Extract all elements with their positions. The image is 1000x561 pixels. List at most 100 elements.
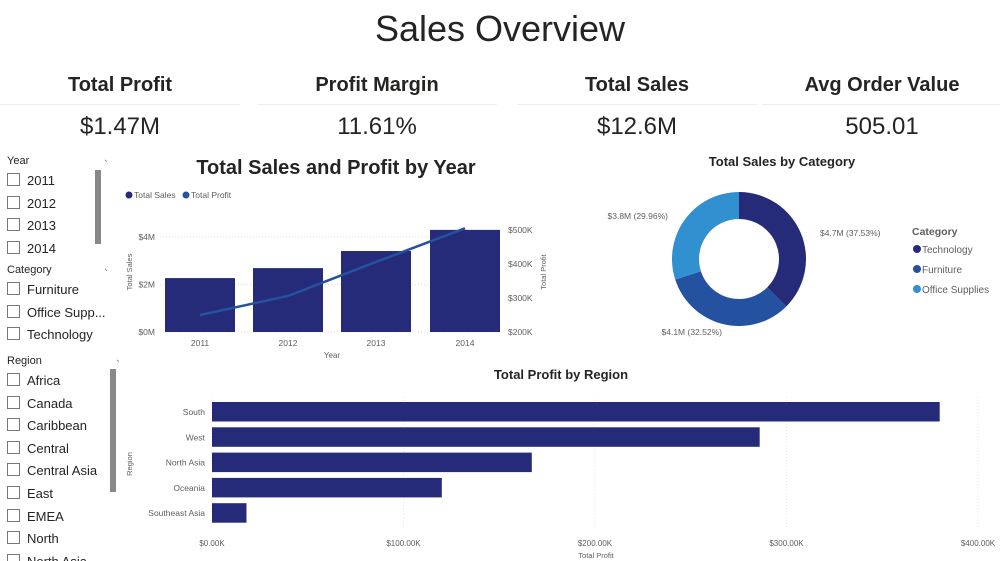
slicer-item[interactable]: Canada (7, 393, 119, 416)
slicer-item-label: Caribbean (27, 418, 87, 434)
slicer-item-label: Office Supp... (27, 304, 106, 320)
slicer-item[interactable]: EMEA (7, 506, 119, 529)
slicer-item[interactable]: Technology (7, 324, 107, 347)
slicer-item-label: 2011 (27, 173, 55, 188)
checkbox[interactable] (7, 440, 20, 454)
checkbox[interactable] (7, 218, 20, 232)
slicer-item-label: Technology (27, 327, 93, 343)
year-slicer-header[interactable]: Year ⌄ (7, 152, 107, 170)
category-slicer: Category ⌄ Furniture Office Supp... Technolo… (7, 261, 107, 349)
slicer-item[interactable]: Africa (7, 370, 119, 393)
slicer-item[interactable]: Caribbean (7, 415, 119, 438)
checkbox[interactable] (7, 282, 20, 295)
slicer-item-label: 2014 (27, 240, 56, 256)
checkbox[interactable] (7, 195, 20, 209)
bar-total-sales (430, 229, 500, 332)
y2-tick-label: $200K (508, 327, 533, 337)
slicer-item-label: EMEA (27, 508, 64, 524)
donut-slice-furniture (675, 271, 787, 326)
slicer-item[interactable]: Office Supp... (7, 302, 107, 325)
slicer-item-label: Central Asia (27, 463, 98, 479)
slicer-item[interactable]: North Asia (7, 551, 119, 561)
checkbox[interactable] (7, 531, 20, 545)
kpi-total-sales: Total Sales $12.6M (517, 68, 757, 141)
slicer-item-label: 2012 (27, 195, 56, 211)
chevron-down-icon[interactable]: ⌄ (102, 263, 107, 274)
donut-slice-technology (739, 192, 806, 307)
legend-title: Category (912, 226, 958, 238)
chevron-down-icon[interactable]: ⌄ (102, 154, 107, 165)
checkbox[interactable] (7, 327, 20, 341)
legend-marker (913, 245, 921, 253)
checkbox[interactable] (7, 418, 20, 432)
y-tick-label: North Asia (166, 458, 205, 468)
checkbox[interactable] (7, 508, 20, 522)
x-tick-label: 2011 (191, 338, 210, 348)
checkbox[interactable] (7, 240, 20, 254)
region-slicer-header[interactable]: Region ⌄ (7, 352, 119, 370)
bar-region (212, 402, 940, 422)
y2-tick-label: $400K (508, 259, 533, 269)
slicer-item-label: Furniture (27, 282, 80, 297)
y-tick-label: Oceania (173, 483, 205, 493)
legend-label: Total Sales (134, 190, 176, 200)
legend-label: Office Supplies (922, 285, 989, 296)
kpi-value: $12.6M (596, 113, 678, 140)
data-label: $4.7M (37.53%) (820, 228, 881, 238)
kpi-avg-order-value: Avg Order Value 505.01 (762, 68, 1000, 141)
x-tick-label: $100.00K (386, 539, 421, 548)
checkbox[interactable] (7, 173, 20, 186)
x-tick-label: 2013 (367, 338, 386, 348)
page-title: Sales Overview (374, 8, 626, 49)
slicer-item[interactable]: Central Asia (7, 460, 119, 483)
kpi-value: 11.61% (337, 113, 417, 140)
checkbox[interactable] (7, 553, 20, 561)
slicer-item[interactable]: North (7, 528, 119, 551)
slicer-item[interactable]: 2012 (7, 193, 107, 216)
y2-tick-label: $500K (508, 225, 533, 235)
line-total-profit (199, 227, 466, 317)
y-tick-label: $4M (138, 232, 155, 242)
checkbox[interactable] (7, 485, 20, 499)
checkbox[interactable] (7, 463, 20, 477)
slicer-title: Category (7, 264, 52, 276)
checkbox[interactable] (7, 395, 20, 409)
year-slicer: Year ⌄ 2011 2012 2013 2014 (7, 152, 107, 260)
region-slicer: Region ⌄ Africa Canada Caribbean Central Centr… (7, 352, 119, 561)
slicer-item[interactable]: 2014 (7, 238, 107, 260)
bar-total-sales (341, 251, 411, 332)
bar-total-sales (165, 278, 235, 332)
category-slicer-header[interactable]: Category ⌄ (7, 261, 107, 279)
year-slicer-scrollbar[interactable] (95, 170, 101, 244)
legend-marker (913, 285, 921, 293)
slicer-item[interactable]: Central (7, 438, 119, 461)
legend-marker (913, 265, 921, 273)
y-axis-label: Total Sales (125, 253, 134, 290)
chart-title: Total Sales by Category (709, 154, 856, 169)
x-tick-label: $0.00K (199, 539, 225, 548)
bar-region (212, 452, 532, 473)
slicer-item[interactable]: 2013 (7, 215, 107, 238)
checkbox[interactable] (7, 304, 20, 318)
slicer-title: Year (7, 155, 30, 167)
chart-title: Total Sales and Profit by Year (196, 157, 476, 179)
kpi-label: Total Profit (0, 68, 240, 105)
kpi-value: $1.47M (79, 113, 161, 140)
kpi-label: Total Sales (517, 68, 757, 105)
kpi-label: Profit Margin (257, 68, 497, 105)
slicer-item-label: North Asia (27, 554, 87, 561)
slicer-item[interactable]: 2011 (7, 170, 107, 193)
checkbox[interactable] (7, 373, 20, 386)
slicer-item-label: East (27, 485, 54, 501)
legend-label: Technology (922, 245, 973, 256)
y-tick-label: West (186, 432, 206, 442)
slicer-item-label: 2013 (27, 218, 56, 234)
y-tick-label: $2M (138, 280, 155, 290)
x-axis-label: Total Profit (578, 551, 614, 560)
slicer-item[interactable]: Furniture (7, 279, 107, 302)
x-axis-label: Year (324, 351, 341, 360)
chevron-down-icon[interactable]: ⌄ (114, 354, 119, 365)
region-slicer-scrollbar[interactable] (110, 369, 116, 492)
slicer-item[interactable]: East (7, 483, 119, 506)
